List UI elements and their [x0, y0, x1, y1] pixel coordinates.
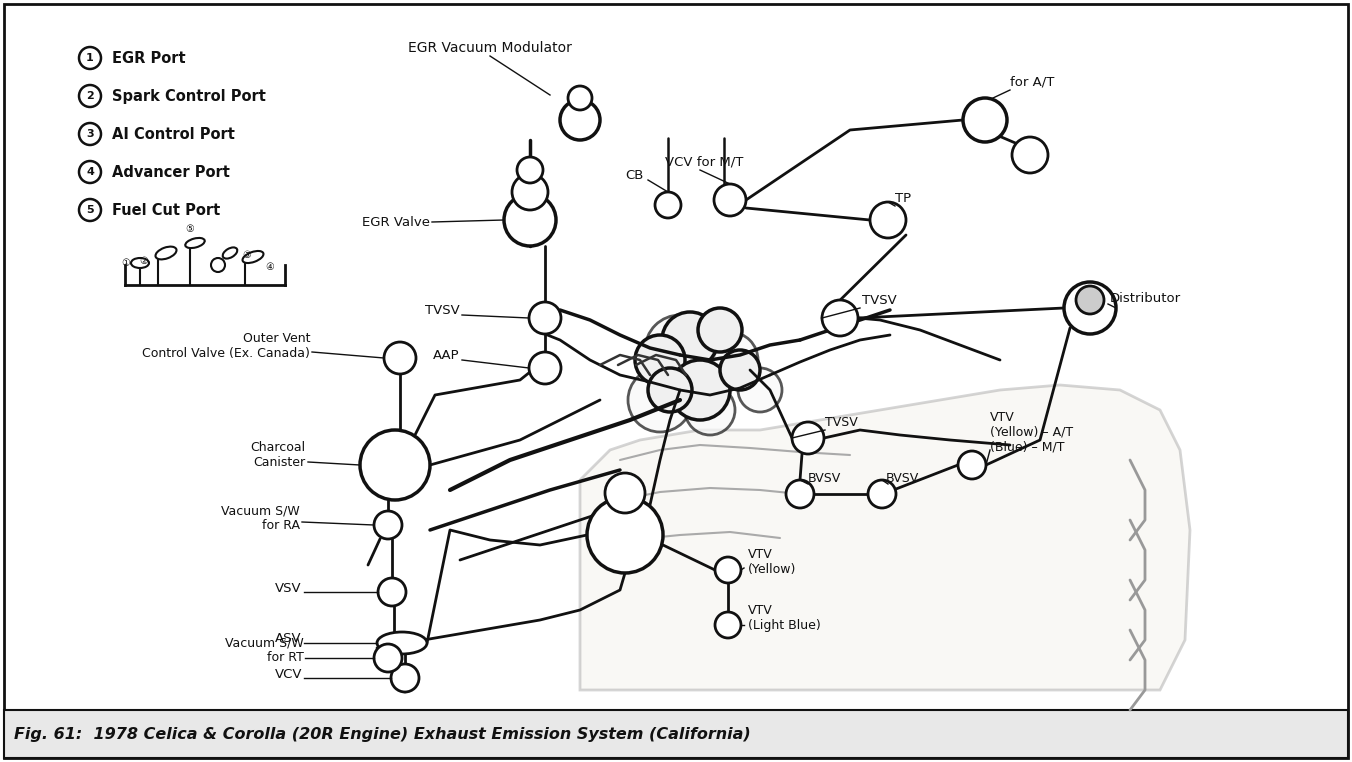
- Text: Spark Control Port: Spark Control Port: [112, 88, 266, 104]
- Text: CB: CB: [625, 168, 644, 181]
- Circle shape: [78, 85, 101, 107]
- Ellipse shape: [131, 258, 149, 268]
- Text: ASV: ASV: [276, 632, 301, 645]
- Circle shape: [645, 315, 715, 385]
- Text: 3: 3: [87, 129, 93, 139]
- Text: 5: 5: [87, 205, 93, 215]
- Ellipse shape: [223, 248, 238, 258]
- Text: VCV for M/T: VCV for M/T: [665, 155, 744, 168]
- Circle shape: [78, 161, 101, 183]
- Text: VCV: VCV: [274, 668, 301, 681]
- Circle shape: [211, 258, 224, 272]
- Circle shape: [560, 100, 600, 140]
- Circle shape: [869, 202, 906, 238]
- Circle shape: [786, 480, 814, 508]
- Text: Outer Vent
Control Valve (Ex. Canada): Outer Vent Control Valve (Ex. Canada): [142, 332, 310, 360]
- Text: 1: 1: [87, 53, 93, 63]
- Ellipse shape: [242, 251, 264, 263]
- Circle shape: [604, 473, 645, 513]
- Circle shape: [648, 368, 692, 412]
- Circle shape: [702, 332, 758, 388]
- FancyBboxPatch shape: [4, 4, 1348, 758]
- Circle shape: [1076, 286, 1105, 314]
- Text: VSV: VSV: [276, 581, 301, 594]
- Text: VTV
(Light Blue): VTV (Light Blue): [748, 604, 821, 632]
- Text: VTV
(Yellow) – A/T
(Blue) – M/T: VTV (Yellow) – A/T (Blue) – M/T: [990, 411, 1073, 453]
- Circle shape: [529, 302, 561, 334]
- Ellipse shape: [185, 238, 204, 248]
- Polygon shape: [580, 385, 1190, 690]
- Text: 4: 4: [87, 167, 93, 177]
- Text: Charcoal
Canister: Charcoal Canister: [250, 441, 306, 469]
- Circle shape: [360, 430, 430, 500]
- Text: BVSV: BVSV: [808, 472, 841, 485]
- Circle shape: [963, 98, 1007, 142]
- Circle shape: [78, 47, 101, 69]
- Circle shape: [627, 368, 692, 432]
- Circle shape: [375, 511, 402, 539]
- Text: 2: 2: [87, 91, 93, 101]
- Circle shape: [738, 368, 781, 412]
- Circle shape: [529, 352, 561, 384]
- Text: ③: ③: [242, 250, 250, 260]
- Circle shape: [587, 497, 662, 573]
- Circle shape: [375, 644, 402, 672]
- Text: ④: ④: [265, 262, 273, 272]
- Circle shape: [662, 312, 718, 368]
- Text: EGR Port: EGR Port: [112, 50, 185, 66]
- Circle shape: [512, 174, 548, 210]
- Text: ①: ①: [122, 258, 130, 268]
- Text: TP: TP: [895, 191, 911, 204]
- Text: TVSV: TVSV: [825, 415, 857, 428]
- Circle shape: [379, 578, 406, 606]
- Circle shape: [635, 335, 685, 385]
- Circle shape: [504, 194, 556, 246]
- Circle shape: [822, 300, 859, 336]
- Circle shape: [384, 342, 416, 374]
- Text: AI Control Port: AI Control Port: [112, 126, 235, 142]
- Circle shape: [868, 480, 896, 508]
- Circle shape: [78, 123, 101, 145]
- Text: VTV
(Yellow): VTV (Yellow): [748, 548, 796, 576]
- Circle shape: [721, 350, 760, 390]
- Circle shape: [78, 199, 101, 221]
- Text: AAP: AAP: [434, 348, 460, 361]
- Circle shape: [671, 360, 730, 420]
- Text: Distributor: Distributor: [1110, 292, 1182, 305]
- Circle shape: [516, 157, 544, 183]
- Text: ⑤: ⑤: [185, 224, 195, 234]
- Text: for A/T: for A/T: [1010, 75, 1055, 88]
- Text: Vacuum S/W
for RT: Vacuum S/W for RT: [226, 636, 304, 664]
- Text: EGR Valve: EGR Valve: [362, 216, 430, 229]
- Text: Fig. 61:  1978 Celica & Corolla (20R Engine) Exhaust Emission System (California: Fig. 61: 1978 Celica & Corolla (20R Engi…: [14, 726, 750, 741]
- Text: Fuel Cut Port: Fuel Cut Port: [112, 203, 220, 217]
- Circle shape: [715, 612, 741, 638]
- Circle shape: [654, 192, 681, 218]
- Circle shape: [1013, 137, 1048, 173]
- Circle shape: [792, 422, 823, 454]
- Ellipse shape: [155, 247, 177, 259]
- Text: TVSV: TVSV: [426, 303, 460, 316]
- Circle shape: [685, 385, 735, 435]
- Text: ②: ②: [139, 256, 149, 266]
- Circle shape: [698, 308, 742, 352]
- Text: EGR Vacuum Modulator: EGR Vacuum Modulator: [408, 41, 572, 55]
- Text: BVSV: BVSV: [886, 472, 919, 485]
- Text: TVSV: TVSV: [863, 293, 896, 306]
- Circle shape: [959, 451, 986, 479]
- Text: Advancer Port: Advancer Port: [112, 165, 230, 180]
- Circle shape: [568, 86, 592, 110]
- Circle shape: [715, 557, 741, 583]
- Circle shape: [391, 664, 419, 692]
- FancyBboxPatch shape: [4, 710, 1348, 758]
- Text: Vacuum S/W
for RA: Vacuum S/W for RA: [222, 504, 300, 532]
- Circle shape: [1064, 282, 1115, 334]
- Circle shape: [714, 184, 746, 216]
- Ellipse shape: [377, 632, 427, 654]
